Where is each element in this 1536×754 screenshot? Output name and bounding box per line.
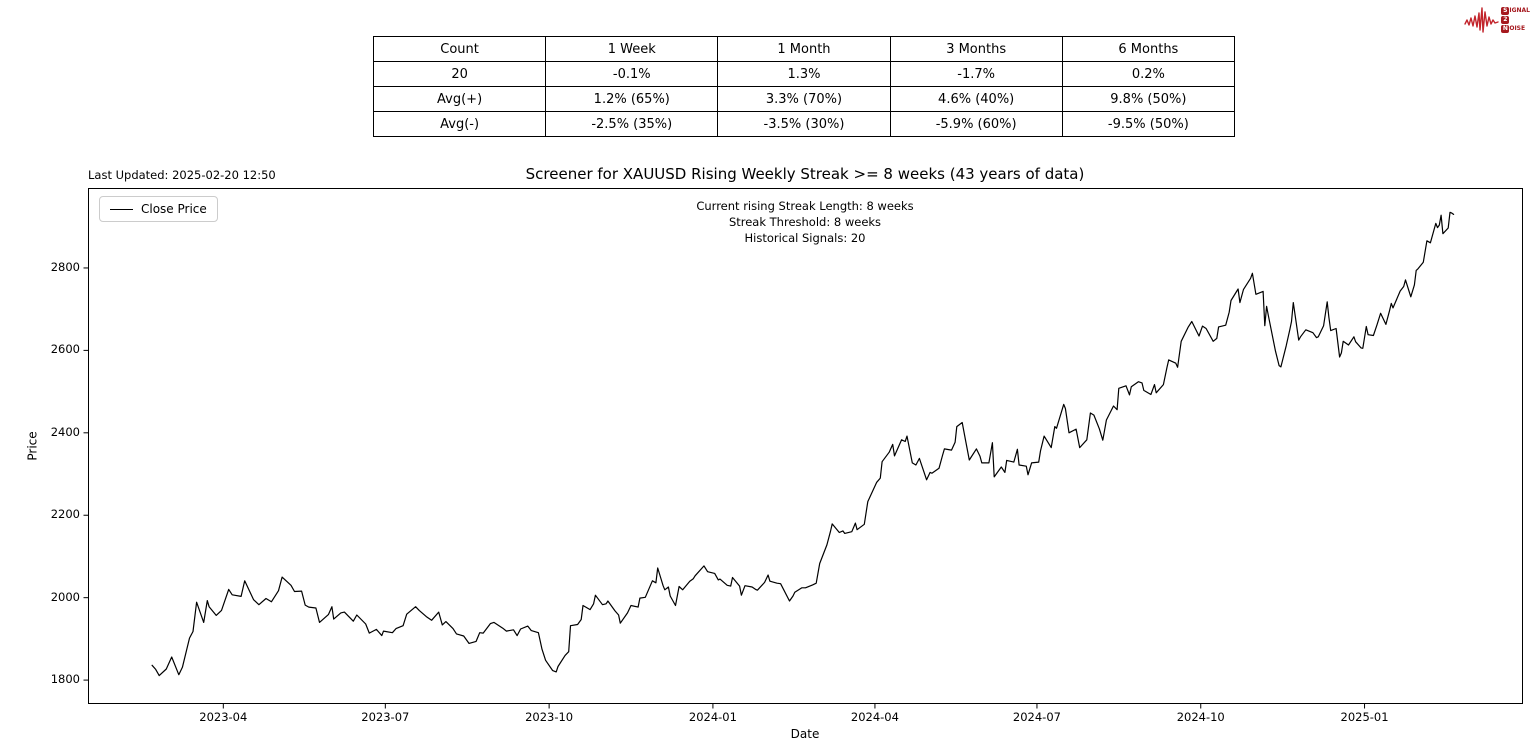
y-tick-label: 1800 [50,672,80,687]
y-tick-label: 2400 [50,424,80,439]
table-cell: 1.3% [717,61,891,87]
stats-table-wrap: Count 1 Week 1 Month 3 Months 6 Months 20 -0.1… [372,36,1236,137]
y-tick-label: 2000 [50,589,80,604]
x-tick-label: 2023-07 [361,710,410,724]
table-header-cell: 6 Months [1061,36,1236,62]
table-cell: -5.9% (60%) [889,111,1063,137]
table-row: 20 -0.1% 1.3% -1.7% 0.2% [372,61,1236,87]
signal2noise-logo: S IGNAL 2 N OISE [1464,4,1530,36]
y-tick-label: 2600 [50,342,80,357]
table-header-row: Count 1 Week 1 Month 3 Months 6 Months [372,36,1236,62]
table-header-cell: 3 Months [889,36,1063,62]
price-line [151,211,1455,677]
chart-title: Screener for XAUUSD Rising Weekly Streak… [525,165,1085,183]
chart-annotation: Current rising Streak Length: 8 weeks Str… [696,198,913,246]
logo-badge: S [1501,7,1510,15]
table-cell: 4.6% (40%) [889,86,1063,112]
table-row: Avg(-) -2.5% (35%) -3.5% (30%) -5.9% (60%) -… [372,111,1236,137]
table-cell: Avg(+) [372,86,547,112]
legend: Close Price [99,196,218,222]
signal-waveform-icon [1464,7,1500,33]
logo-word: IGNAL [1509,7,1530,14]
annotation-line: Current rising Streak Length: 8 weeks [696,199,914,213]
table-cell: -2.5% (35%) [545,111,719,137]
y-tick-label: 2800 [50,259,80,274]
logo-text-row: 2 [1501,16,1530,24]
logo-text: S IGNAL 2 N OISE [1501,7,1530,33]
logo-word: OISE [1509,25,1526,32]
x-tick-label: 2025-01 [1340,710,1389,724]
logo-text-row: N OISE [1501,25,1530,33]
x-tick-label: 2024-07 [1012,710,1061,724]
x-tick-label: 2024-04 [850,710,899,724]
last-updated-text: Last Updated: 2025-02-20 12:50 [88,168,276,182]
table-cell: Avg(-) [372,111,547,137]
table-cell: -9.5% (50%) [1061,111,1236,137]
table-cell: -1.7% [889,61,1063,87]
logo-badge: 2 [1501,16,1510,24]
plot-border [88,188,1523,704]
x-tick-label: 2023-10 [525,710,574,724]
table-header-cell: 1 Week [545,36,719,62]
legend-line-swatch [110,208,133,210]
y-tick-label: 2200 [50,507,80,522]
logo-badge: N [1501,25,1510,33]
stats-table: Count 1 Week 1 Month 3 Months 6 Months 20 -0.1… [372,36,1236,137]
x-tick-label: 2024-10 [1176,710,1225,724]
logo-text-row: S IGNAL [1501,7,1530,15]
table-row: Avg(+) 1.2% (65%) 3.3% (70%) 4.6% (40%) 9.8%… [372,86,1236,112]
table-cell: 0.2% [1061,61,1236,87]
table-cell: -0.1% [545,61,719,87]
x-axis-label: Date [790,727,820,741]
table-cell: -3.5% (30%) [717,111,891,137]
table-cell: 1.2% (65%) [545,86,719,112]
x-tick-label: 2023-04 [199,710,248,724]
table-cell: 9.8% (50%) [1061,86,1236,112]
table-cell: 3.3% (70%) [717,86,891,112]
table-cell: 20 [372,61,547,87]
x-tick-label: 2024-01 [688,710,737,724]
annotation-line: Streak Threshold: 8 weeks [728,215,882,229]
annotation-line: Historical Signals: 20 [744,231,866,245]
legend-label: Close Price [141,202,207,216]
